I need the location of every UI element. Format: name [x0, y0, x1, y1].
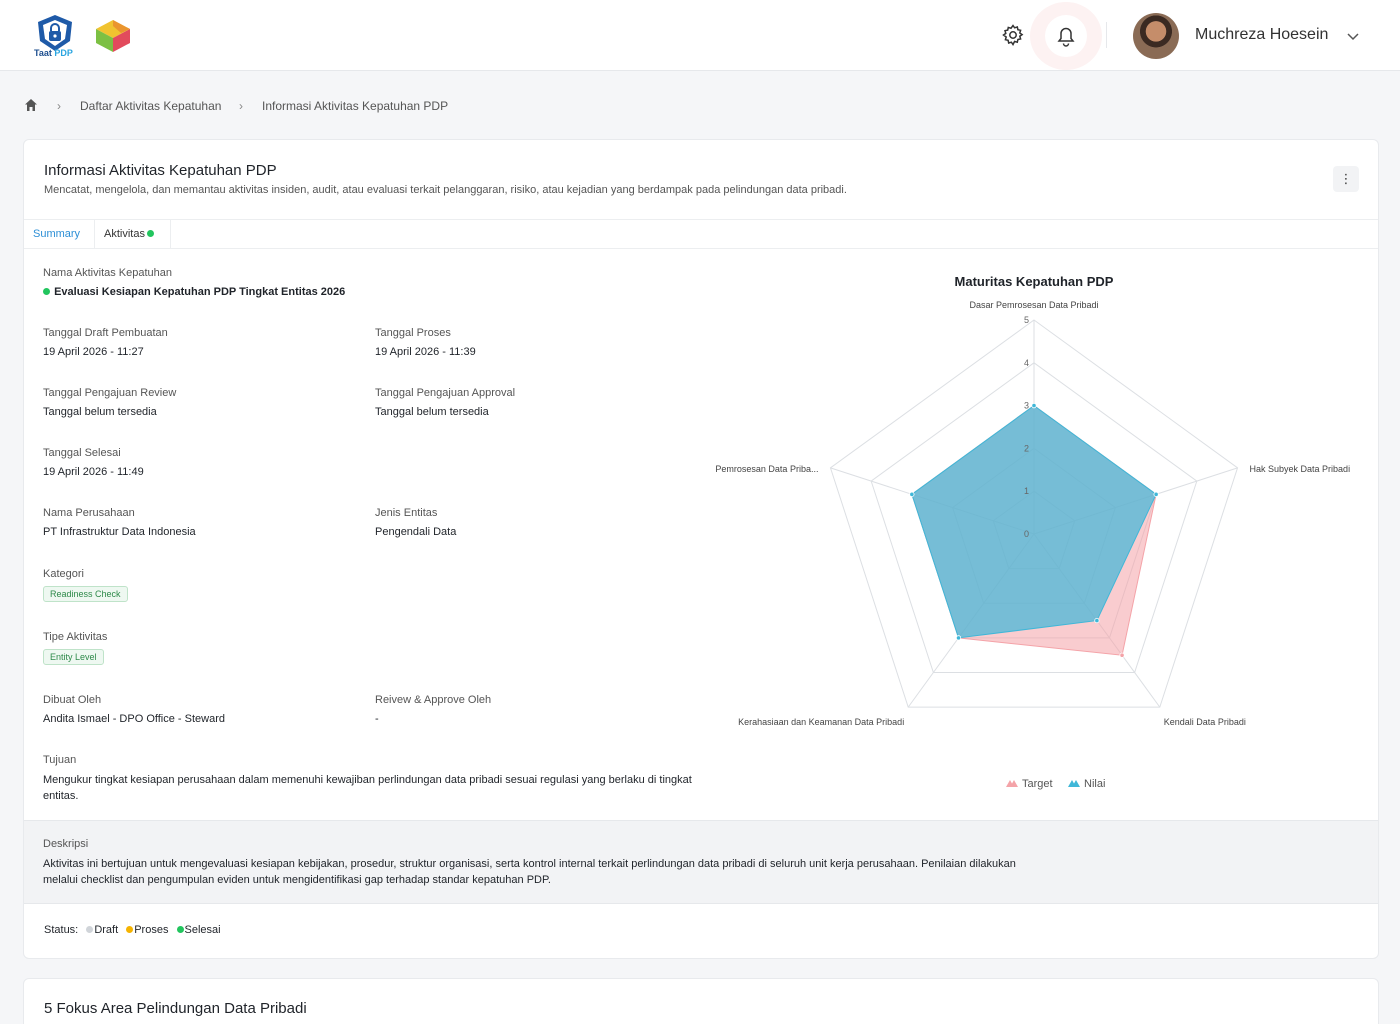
bell-icon[interactable]: [1055, 24, 1077, 48]
radar-grid-ring: [870, 362, 1198, 674]
info-card: Informasi Aktivitas Kepatuhan PDP Mencat…: [23, 139, 1379, 959]
page-subtitle: Mencatat, mengelola, dan memantau aktivi…: [44, 184, 847, 196]
chevron-down-icon[interactable]: [1346, 29, 1360, 43]
status-selesai: Selesai: [175, 924, 221, 936]
tab-aktivitas-label: Aktivitas: [104, 228, 145, 240]
radar-point-nilai: [955, 635, 962, 641]
radar-tick-label: 1: [1024, 486, 1029, 496]
gear-icon[interactable]: [1001, 23, 1025, 47]
deskripsi-label: Deskripsi: [43, 838, 89, 850]
status-proses: Proses: [124, 924, 168, 936]
radar-tick-label: 2: [1024, 443, 1029, 453]
legend-nilai-icon: [1068, 780, 1080, 787]
field-value-nama-text: Evaluasi Kesiapan Kepatuhan PDP Tingkat …: [54, 286, 346, 298]
status-proses-text: Proses: [134, 924, 169, 936]
field-value-tujuan: Mengukur tingkat kesiapan perusahaan dal…: [43, 774, 692, 802]
field-value-entitas: Pengendali Data: [375, 526, 457, 538]
legend-nilai-label: Nilai: [1084, 778, 1105, 790]
tipe-badge: Entity Level: [43, 649, 104, 665]
top-bar: Taat PDP Muchreza Hoesein: [0, 0, 1400, 71]
field-label-approval: Tanggal Pengajuan Approval: [375, 387, 516, 399]
tab-aktivitas[interactable]: Aktivitas: [95, 220, 171, 249]
field-label-approve: Reivew & Approve Oleh: [375, 694, 492, 706]
status-legend: Status: Draft Proses Selesai: [44, 924, 224, 936]
field-value-perusahaan: PT Infrastruktur Data Indonesia: [43, 526, 196, 538]
radar-tick-label: 5: [1024, 315, 1029, 325]
radar-point-nilai: [1153, 491, 1159, 497]
field-label-selesai: Tanggal Selesai: [43, 447, 121, 459]
fokus-area-title: 5 Fokus Area Pelindungan Data Pribadi: [44, 1000, 307, 1017]
radar-chart: Maturitas Kepatuhan PDP 0 1 2 3 4 5 Dasar Pemro…: [715, 274, 1351, 790]
radar-axis-label: Hak Subyek Data Pribadi: [1250, 464, 1351, 474]
taat-pdp-logo-icon[interactable]: [34, 13, 76, 59]
field-label-nama: Nama Aktivitas Kepatuhan: [43, 267, 173, 279]
legend-target-icon: [1006, 780, 1018, 787]
breadcrumb-item-current: Informasi Aktivitas Kepatuhan PDP: [262, 99, 449, 113]
field-value-review: Tanggal belum tersedia: [43, 406, 157, 418]
field-label-perusahaan: Nama Perusahaan: [43, 507, 135, 519]
field-value-draft: 19 April 2026 - 11:27: [43, 346, 144, 358]
field-label-tipe: Tipe Aktivitas: [43, 631, 108, 643]
radar-axis-label: Kerahasiaan dan Keamanan Data Pribadi: [738, 717, 904, 727]
user-avatar[interactable]: [1133, 13, 1179, 59]
breadcrumb-item-daftar[interactable]: Daftar Aktivitas Kepatuhan: [80, 99, 222, 113]
radar-point-nilai: [909, 491, 915, 497]
selesai-dot-icon: [176, 925, 184, 933]
radar-tick-label: 0: [1024, 529, 1029, 539]
proses-dot-icon: [126, 925, 134, 933]
radar-point-target: [1119, 652, 1125, 658]
more-menu-button[interactable]: ⋮: [1333, 166, 1359, 192]
field-value-dibuat: Andita Ismael - DPO Office - Steward: [43, 713, 225, 725]
radar-tick-label: 3: [1024, 401, 1029, 411]
field-value-approve: -: [375, 713, 379, 725]
field-label-proses: Tanggal Proses: [375, 327, 451, 339]
status-draft-text: Draft: [94, 924, 119, 936]
page-title: Informasi Aktivitas Kepatuhan PDP: [44, 162, 277, 179]
breadcrumb-separator: ›: [239, 99, 243, 113]
radar-tick-label: 4: [1024, 358, 1029, 368]
logo-text: Taat PDP: [34, 48, 73, 58]
radar-axis-label: Dasar Pemrosesan Data Pribadi: [969, 300, 1098, 310]
tab-bar: Summary Aktivitas: [24, 219, 1378, 249]
status-label: Status:: [44, 924, 79, 936]
legend-target-label: Target: [1022, 778, 1053, 790]
status-dot-icon: [146, 229, 154, 237]
header-divider: [1106, 22, 1107, 48]
field-value-nama: Evaluasi Kesiapan Kepatuhan PDP Tingkat …: [43, 286, 345, 298]
field-label-entitas: Jenis Entitas: [375, 507, 438, 519]
radar-axis-label: Pemrosesan Data Priba...: [715, 464, 818, 474]
radar-point-nilai: [1031, 403, 1037, 409]
tab-summary[interactable]: Summary: [24, 220, 95, 249]
field-label-tujuan: Tujuan: [43, 754, 77, 766]
status-draft: Draft: [84, 924, 118, 936]
status-selesai-text: Selesai: [184, 924, 221, 936]
field-label-dibuat: Dibuat Oleh: [43, 694, 102, 706]
radar-grid-ring: [829, 319, 1239, 708]
field-value-proses: 19 April 2026 - 11:39: [375, 346, 476, 358]
deskripsi-text: Aktivitas ini bertujuan untuk mengevalua…: [43, 858, 1016, 886]
field-label-kategori: Kategori: [43, 568, 84, 580]
user-name[interactable]: Muchreza Hoesein: [1195, 26, 1329, 43]
cube-logo-icon[interactable]: [94, 18, 132, 54]
field-label-review: Tanggal Pengajuan Review: [43, 387, 177, 399]
radar-point-nilai: [1094, 617, 1100, 624]
field-value-selesai: 19 April 2026 - 11:49: [43, 466, 144, 478]
draft-dot-icon: [86, 925, 94, 933]
kategori-badge: Readiness Check: [43, 586, 128, 602]
status-dot-icon: [43, 287, 50, 295]
radar-axis-label: Kendali Data Pribadi: [1164, 717, 1246, 727]
fokus-area-card: 5 Fokus Area Pelindungan Data Pribadi: [23, 978, 1379, 1024]
field-value-approval: Tanggal belum tersedia: [375, 406, 489, 418]
field-label-draft: Tanggal Draft Pembuatan: [43, 327, 168, 339]
notification-button-inner: [1045, 15, 1087, 57]
home-icon[interactable]: [24, 98, 38, 112]
deskripsi-section: Deskripsi Aktivitas ini bertujuan untuk …: [24, 820, 1378, 904]
chart-title: Maturitas Kepatuhan PDP: [955, 274, 1114, 289]
breadcrumb-separator: ›: [57, 99, 61, 113]
radar-series-nilai: [911, 404, 1157, 639]
